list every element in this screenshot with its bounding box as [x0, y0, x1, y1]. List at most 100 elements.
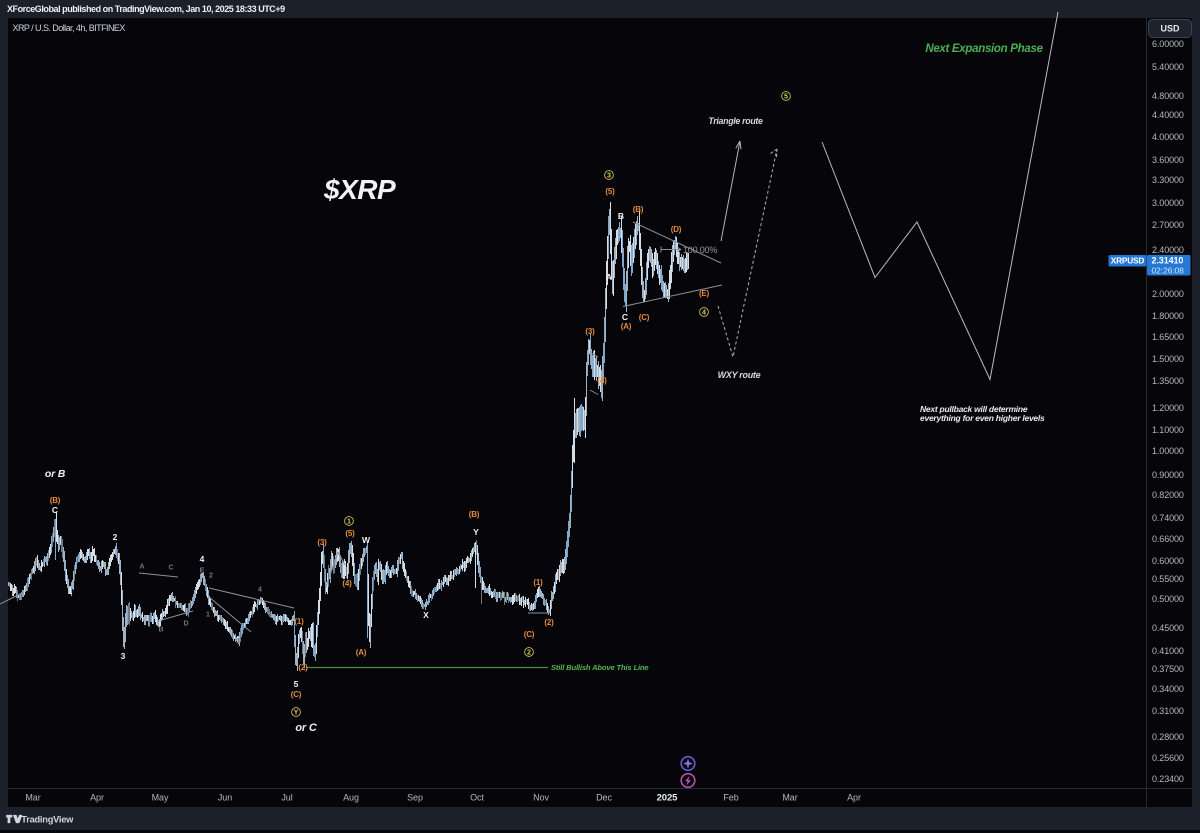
svg-text:Oct: Oct — [470, 793, 484, 803]
svg-text:0.37500: 0.37500 — [1152, 664, 1184, 674]
svg-text:USD: USD — [1160, 24, 1180, 34]
svg-text:0.60000: 0.60000 — [1152, 556, 1184, 566]
svg-text:$XRP: $XRP — [323, 174, 396, 205]
svg-text:(5): (5) — [345, 529, 355, 538]
svg-text:0.41000: 0.41000 — [1152, 646, 1184, 656]
svg-text:0.66000: 0.66000 — [1152, 534, 1184, 544]
svg-text:Mar: Mar — [25, 793, 40, 803]
svg-text:0.34000: 0.34000 — [1152, 684, 1184, 694]
svg-text:Still Bullish Above This Line: Still Bullish Above This Line — [551, 663, 649, 672]
svg-text:(5): (5) — [605, 187, 615, 196]
svg-text:or C: or C — [295, 722, 317, 734]
svg-text:Jun: Jun — [218, 793, 232, 803]
svg-text:or B: or B — [45, 468, 66, 480]
svg-text:(E): (E) — [699, 289, 710, 298]
svg-text:XRPUSD: XRPUSD — [1111, 256, 1145, 266]
svg-text:C: C — [52, 505, 58, 515]
svg-text:2.31410: 2.31410 — [1152, 256, 1184, 266]
svg-text:Triangle route: Triangle route — [708, 116, 763, 126]
svg-text:0.55000: 0.55000 — [1152, 574, 1184, 584]
svg-text:Next Expansion Phase: Next Expansion Phase — [925, 43, 1043, 55]
svg-text:2025: 2025 — [657, 793, 679, 804]
svg-text:1.35000: 1.35000 — [1152, 376, 1184, 386]
svg-text:(B): (B) — [469, 510, 480, 519]
svg-text:Aug: Aug — [343, 793, 359, 803]
svg-text:2: 2 — [209, 573, 213, 580]
svg-text:(3): (3) — [317, 538, 327, 547]
svg-text:(4): (4) — [597, 376, 607, 385]
svg-text:Sep: Sep — [407, 793, 423, 803]
svg-text:C: C — [622, 312, 628, 322]
svg-text:2.40000: 2.40000 — [1152, 245, 1184, 255]
svg-text:0.25600: 0.25600 — [1152, 753, 1184, 763]
svg-text:(C): (C) — [524, 630, 535, 639]
svg-text:1: 1 — [347, 516, 351, 525]
svg-text:3.30000: 3.30000 — [1152, 175, 1184, 185]
svg-text:A: A — [139, 564, 144, 571]
svg-text:0.50000: 0.50000 — [1152, 594, 1184, 604]
svg-text:(2): (2) — [544, 618, 554, 627]
svg-text:D: D — [183, 621, 188, 628]
svg-text:X: X — [423, 610, 429, 620]
svg-text:2: 2 — [113, 532, 118, 542]
svg-text:Dec: Dec — [596, 793, 612, 803]
svg-text:Nov: Nov — [533, 793, 549, 803]
svg-text:TradingView: TradingView — [21, 814, 74, 824]
svg-text:(C): (C) — [639, 313, 650, 322]
svg-text:Apr: Apr — [90, 793, 104, 803]
svg-text:(B): (B) — [50, 496, 61, 505]
svg-text:A: A — [606, 272, 612, 282]
svg-text:1.00000: 1.00000 — [1152, 446, 1184, 456]
svg-text:3.60000: 3.60000 — [1152, 155, 1184, 165]
svg-text:(2): (2) — [298, 663, 308, 672]
svg-text:Next pullback will determine: Next pullback will determine — [920, 404, 1028, 414]
svg-text:0.28000: 0.28000 — [1152, 732, 1184, 742]
svg-text:1.65000: 1.65000 — [1152, 332, 1184, 342]
svg-text:(1): (1) — [533, 578, 543, 587]
svg-text:4: 4 — [702, 307, 706, 316]
svg-text:WXY route: WXY route — [718, 370, 761, 380]
svg-text:3.00000: 3.00000 — [1152, 198, 1184, 208]
svg-text:0.90000: 0.90000 — [1152, 470, 1184, 480]
svg-text:W: W — [362, 535, 371, 545]
svg-text:2.70000: 2.70000 — [1152, 220, 1184, 230]
svg-text:0.74000: 0.74000 — [1152, 513, 1184, 523]
svg-text:(C): (C) — [291, 690, 302, 699]
svg-text:3: 3 — [236, 639, 240, 646]
svg-text:Mar: Mar — [782, 793, 797, 803]
svg-text:5: 5 — [784, 91, 788, 100]
svg-text:0.23400: 0.23400 — [1152, 774, 1184, 784]
svg-text:Y: Y — [473, 527, 479, 537]
svg-text:(A): (A) — [356, 648, 367, 657]
svg-text:(4): (4) — [342, 579, 352, 588]
svg-text:1: 1 — [206, 612, 210, 619]
svg-text:1: 1 — [68, 586, 73, 596]
svg-text:0.82000: 0.82000 — [1152, 490, 1184, 500]
svg-text:4.40000: 4.40000 — [1152, 110, 1184, 120]
svg-text:4.80000: 4.80000 — [1152, 91, 1184, 101]
svg-text:Jul: Jul — [281, 793, 292, 803]
svg-text:B: B — [618, 211, 624, 221]
svg-text:5: 5 — [294, 679, 299, 689]
svg-text:1.50000: 1.50000 — [1152, 354, 1184, 364]
svg-text:2: 2 — [527, 647, 531, 656]
svg-text:6.00000: 6.00000 — [1152, 39, 1184, 49]
svg-text:Feb: Feb — [723, 793, 738, 803]
svg-text:1.10000: 1.10000 — [1152, 425, 1184, 435]
svg-text:E: E — [200, 568, 205, 575]
svg-text:Y: Y — [294, 707, 299, 716]
svg-text:B: B — [158, 627, 163, 634]
svg-text:C: C — [168, 565, 173, 572]
svg-text:100.00%: 100.00% — [683, 245, 717, 255]
svg-text:Apr: Apr — [847, 793, 861, 803]
svg-text:everything for even higher lev: everything for even higher levels — [920, 413, 1045, 423]
svg-text:4: 4 — [200, 554, 205, 564]
svg-text:(A): (A) — [621, 322, 632, 331]
svg-text:4: 4 — [258, 587, 262, 594]
svg-text:(B): (B) — [633, 205, 644, 214]
svg-text:0.45000: 0.45000 — [1152, 623, 1184, 633]
svg-text:4.00000: 4.00000 — [1152, 132, 1184, 142]
svg-text:02:26:08: 02:26:08 — [1152, 265, 1185, 275]
svg-text:(1): (1) — [294, 617, 304, 626]
svg-text:5.40000: 5.40000 — [1152, 62, 1184, 72]
